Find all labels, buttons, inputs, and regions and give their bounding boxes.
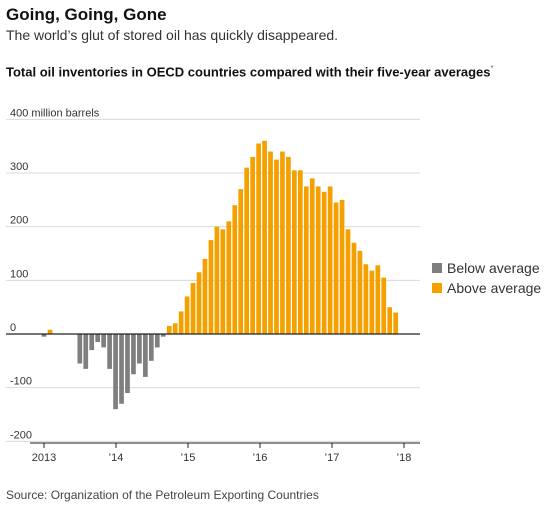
bar-above-average (387, 307, 393, 334)
bar-above-average (351, 242, 357, 334)
bar-above-average (333, 202, 339, 334)
bar-above-average (357, 250, 363, 334)
bar-above-average (381, 277, 387, 334)
bar-below-average (83, 334, 89, 369)
x-tick-label: 2013 (32, 452, 56, 464)
bar-above-average (220, 229, 226, 334)
x-tick-label: ’14 (109, 452, 124, 464)
bar-above-average (327, 186, 333, 334)
legend-item-above: Above average (432, 278, 541, 298)
bar-below-average (41, 334, 47, 337)
bar-above-average (238, 189, 244, 334)
bar-below-average (125, 334, 130, 394)
bar-above-average (190, 283, 196, 334)
bar-above-average (208, 240, 214, 334)
bar-above-average (274, 159, 279, 334)
bar-above-average (375, 265, 381, 334)
bar-below-average (143, 334, 148, 377)
bar-below-average (101, 334, 106, 348)
legend-swatch-above (432, 283, 442, 293)
legend-item-below: Below average (432, 258, 541, 278)
bar-above-average (369, 270, 375, 334)
bar-above-average (339, 199, 345, 334)
bar-above-average (286, 156, 291, 334)
legend-swatch-below (432, 263, 442, 273)
bar-below-average (95, 334, 101, 343)
x-tick-label: ’16 (253, 452, 268, 464)
bar-above-average (172, 323, 178, 334)
bar-below-average (137, 334, 142, 364)
bar-above-average (363, 264, 369, 334)
y-tick-label: -200 (10, 429, 32, 441)
bar-above-average (256, 143, 261, 334)
y-tick-label: 300 (10, 161, 28, 173)
chart-title-footnote-mark: * (490, 64, 494, 73)
y-tick-label: 100 (10, 268, 28, 280)
bar-above-average (345, 229, 351, 334)
legend-label-above: Above average (447, 280, 542, 296)
bar-above-average (214, 226, 220, 334)
chart-title: Total oil inventories in OECD countries … (6, 64, 494, 79)
bar-above-average (226, 221, 232, 334)
bar-above-average (166, 325, 172, 334)
bar-above-average (250, 156, 255, 334)
bar-above-average (232, 205, 238, 334)
y-tick-label: -100 (10, 376, 32, 388)
bar-above-average (321, 191, 327, 334)
bar-above-average (202, 258, 208, 334)
bar-above-average (393, 312, 399, 334)
bar-above-average (309, 178, 315, 334)
x-tick-label: ’18 (397, 452, 412, 464)
bar-below-average (113, 334, 118, 410)
x-tick-label: ’17 (325, 452, 340, 464)
y-axis-unit-label: 400 million barrels (10, 107, 100, 119)
bar-below-average (119, 334, 124, 404)
bar-above-average (47, 329, 53, 334)
bar-below-average (160, 334, 166, 337)
bar-below-average (154, 334, 160, 348)
bar-above-average (315, 186, 321, 334)
bar-above-average (268, 151, 273, 334)
source-note: Source: Organization of the Petroleum Ex… (6, 488, 319, 502)
bar-below-average (148, 334, 154, 361)
bar-above-average (280, 151, 285, 334)
chart-title-text: Total oil inventories in OECD countries … (6, 64, 491, 80)
bar-below-average (131, 334, 136, 375)
bar-above-average (196, 272, 202, 334)
y-tick-label: 200 (10, 215, 28, 227)
y-tick-label: 0 (10, 322, 16, 334)
bar-above-average (184, 296, 190, 334)
bar-below-average (77, 334, 83, 364)
bar-above-average (262, 140, 267, 334)
bar-below-average (89, 334, 95, 351)
bar-above-average (244, 167, 250, 334)
bar-below-average (107, 334, 112, 369)
x-tick-label: ’15 (181, 452, 196, 464)
bar-above-average (297, 170, 303, 334)
bar-above-average (178, 311, 184, 334)
bar-above-average (303, 186, 309, 334)
legend-label-below: Below average (447, 260, 540, 276)
bar-above-average (292, 170, 297, 334)
page-title: Going, Going, Gone (6, 5, 167, 24)
chart-legend: Below average Above average (432, 258, 541, 298)
page-subtitle: The world’s glut of stored oil has quick… (6, 27, 339, 43)
